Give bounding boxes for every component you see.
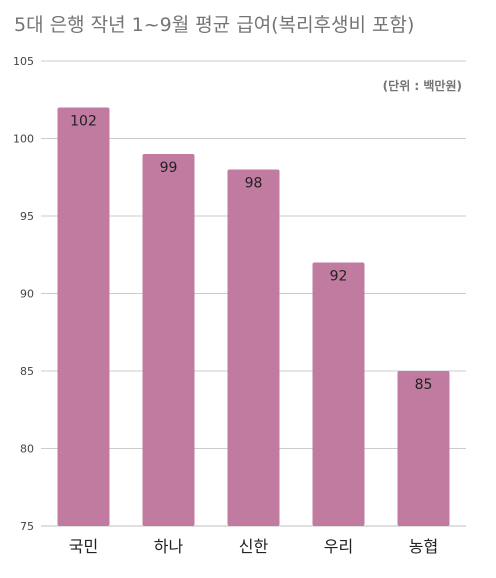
unit-note: (단위 : 백만원) <box>382 79 462 93</box>
chart-title: 5대 은행 작년 1~9월 평균 급여(복리후생비 포함) <box>14 14 415 36</box>
bar-1 <box>57 107 110 526</box>
y-tick-label: 80 <box>20 443 34 456</box>
y-tick-label: 100 <box>13 133 34 146</box>
data-label: 98 <box>245 176 263 192</box>
bar-2 <box>142 154 195 526</box>
data-label: 92 <box>330 269 348 285</box>
bar-5 <box>397 371 450 526</box>
data-label: 102 <box>70 114 97 130</box>
x-axis-ticks: 국민 하나 신한 우리 농협 <box>69 537 438 556</box>
data-label: 99 <box>160 160 178 176</box>
x-tick-label: 농협 <box>409 537 438 556</box>
y-tick-label: 105 <box>13 55 34 68</box>
x-tick-label: 하나 <box>154 537 184 556</box>
data-label: 85 <box>415 377 433 393</box>
data-labels: 102 99 98 92 85 <box>70 114 432 394</box>
y-tick-label: 95 <box>20 210 34 223</box>
bar-4 <box>312 262 365 526</box>
x-tick-label: 신한 <box>239 537 269 556</box>
x-tick-label: 우리 <box>324 537 353 556</box>
x-tick-label: 국민 <box>69 537 98 556</box>
gridlines <box>41 60 466 527</box>
y-tick-label: 90 <box>20 288 34 301</box>
y-tick-label: 75 <box>20 520 34 533</box>
y-tick-label: 85 <box>20 365 34 378</box>
bars <box>57 107 450 526</box>
y-axis-ticks: 75 80 85 90 95 100 105 <box>13 55 34 533</box>
bar-3 <box>227 169 280 526</box>
